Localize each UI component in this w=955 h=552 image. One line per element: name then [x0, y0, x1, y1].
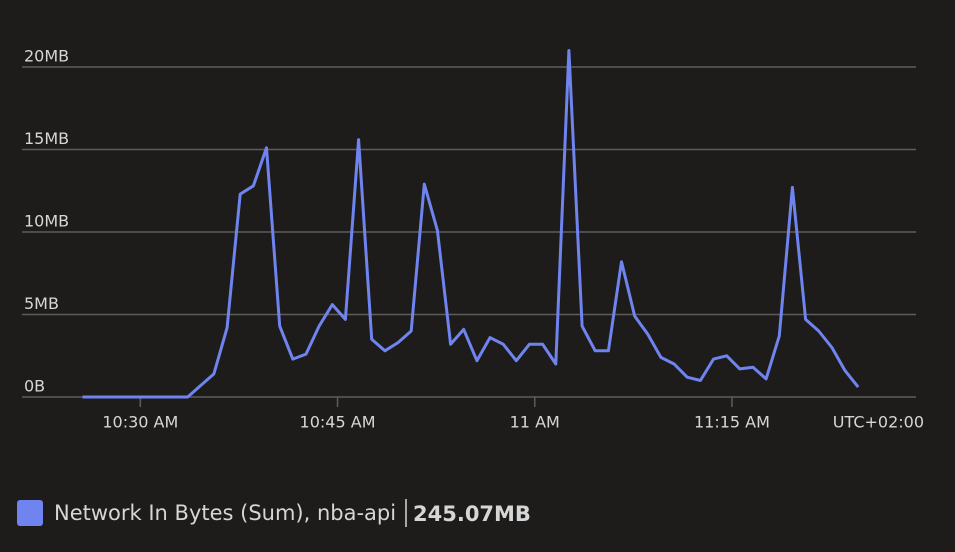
x-tick-label: 10:45 AM [300, 413, 376, 432]
y-tick-label: 20MB [24, 47, 69, 66]
legend-swatch [17, 500, 43, 526]
x-tick-label: 11:15 AM [694, 413, 770, 432]
legend-label: Network In Bytes (Sum), nba-api [54, 501, 396, 525]
y-tick-label: 5MB [24, 294, 59, 313]
timezone-label: UTC+02:00 [833, 413, 924, 432]
y-tick-label: 15MB [24, 129, 69, 148]
x-tick-label: 11 AM [510, 413, 560, 432]
y-tick-label: 10MB [24, 212, 69, 231]
y-tick-label: 0B [24, 377, 45, 396]
legend-total: 245.07MB [413, 502, 531, 526]
x-tick-label: 10:30 AM [102, 413, 178, 432]
series-line [82, 49, 860, 399]
